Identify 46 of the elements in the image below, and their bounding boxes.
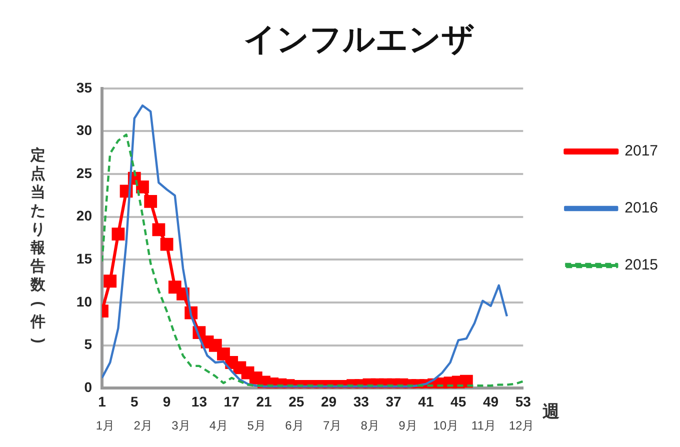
text: 11月 [471,418,496,433]
text: 2月 [134,418,152,433]
text: 10月 [433,418,459,433]
x-tick-label: 5 [130,393,138,410]
text: 7月 [322,418,342,433]
y-tick-label: 25 [76,164,92,181]
point [152,223,166,236]
x-tick-label: 45 [450,393,466,410]
x-tick-label: 25 [288,393,304,410]
text: 12月 [508,418,534,433]
chart-title: インフルエンザ [244,21,474,58]
x-tick-label: 53 [515,393,532,410]
point [136,180,149,194]
x-tick-label: 37 [386,393,402,410]
text: 4月 [209,418,228,433]
legend-label: 2016 [624,200,658,217]
x-tick-label: 1 [98,393,106,410]
legend-label: 2015 [624,256,658,274]
x-axis-title: 週 [542,402,560,421]
text: 3月 [172,418,190,433]
text: 9月 [398,418,418,433]
text: 1月 [96,418,115,433]
text: 6月 [285,418,304,433]
x-tick-label: 13 [191,393,208,410]
text: 5月 [247,418,266,433]
text: 定点当たり報告数(件) [30,146,47,344]
x-tick-label: 17 [224,393,240,410]
y-tick-label: 35 [76,79,92,96]
point [104,274,117,288]
y-tick-label: 15 [76,250,92,267]
legend-label: 2017 [624,142,658,160]
x-tick-label: 49 [482,393,499,410]
y-tick-label: 10 [76,293,92,310]
x-tick-label: 33 [353,393,370,410]
point [160,238,174,251]
x-tick-label: 41 [418,393,434,410]
x-tick-label: 29 [320,393,337,410]
y-tick-label: 5 [84,336,92,352]
point [112,228,125,240]
y-tick-label: 20 [76,208,92,224]
x-tick-label: 9 [162,393,171,410]
point [144,195,158,208]
text: 8月 [360,418,380,433]
x-tick-label: 21 [256,393,272,410]
y-tick-label: 0 [84,379,92,396]
y-tick-label: 30 [76,122,92,138]
